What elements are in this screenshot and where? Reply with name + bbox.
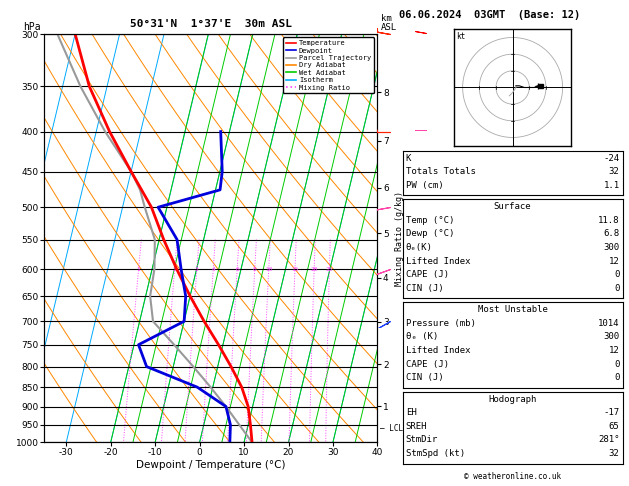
Text: 300: 300 [603, 332, 620, 342]
Text: Most Unstable: Most Unstable [477, 305, 548, 314]
Text: Surface: Surface [494, 202, 532, 211]
Text: θₑ(K): θₑ(K) [406, 243, 433, 252]
Text: 300: 300 [603, 243, 620, 252]
Text: 10: 10 [265, 266, 272, 272]
Text: — LCL: — LCL [380, 424, 403, 433]
Text: Temp (°C): Temp (°C) [406, 216, 454, 225]
Text: Totals Totals: Totals Totals [406, 167, 476, 176]
Text: 0: 0 [614, 270, 620, 279]
Text: 0: 0 [614, 373, 620, 382]
Text: 4: 4 [211, 266, 215, 272]
Text: 12: 12 [609, 257, 620, 266]
Text: SREH: SREH [406, 422, 427, 431]
Text: Dewp (°C): Dewp (°C) [406, 229, 454, 239]
Text: © weatheronline.co.uk: © weatheronline.co.uk [464, 472, 561, 481]
Text: Lifted Index: Lifted Index [406, 257, 470, 266]
Text: 3: 3 [195, 266, 199, 272]
Text: 0: 0 [614, 284, 620, 293]
Text: CIN (J): CIN (J) [406, 373, 443, 382]
Text: CAPE (J): CAPE (J) [406, 270, 448, 279]
Text: -17: -17 [603, 408, 620, 417]
Text: 65: 65 [609, 422, 620, 431]
Text: 11.8: 11.8 [598, 216, 620, 225]
Text: Hodograph: Hodograph [489, 395, 537, 404]
Text: 32: 32 [609, 167, 620, 176]
Text: θₑ (K): θₑ (K) [406, 332, 438, 342]
Text: 25: 25 [326, 266, 333, 272]
Text: 15: 15 [291, 266, 299, 272]
Text: CIN (J): CIN (J) [406, 284, 443, 293]
Legend: Temperature, Dewpoint, Parcel Trajectory, Dry Adiabat, Wet Adiabat, Isotherm, Mi: Temperature, Dewpoint, Parcel Trajectory… [283, 37, 374, 93]
Text: 1.1: 1.1 [603, 181, 620, 190]
Text: 1014: 1014 [598, 319, 620, 328]
Text: 50°31'N  1°37'E  30m ASL: 50°31'N 1°37'E 30m ASL [130, 19, 292, 29]
Text: CAPE (J): CAPE (J) [406, 360, 448, 369]
Text: PW (cm): PW (cm) [406, 181, 443, 190]
Text: km
ASL: km ASL [381, 14, 397, 32]
Text: 6.8: 6.8 [603, 229, 620, 239]
Text: 32: 32 [609, 449, 620, 458]
Text: EH: EH [406, 408, 416, 417]
Text: 6: 6 [235, 266, 239, 272]
Text: 1: 1 [136, 266, 140, 272]
Text: StmDir: StmDir [406, 435, 438, 445]
X-axis label: Dewpoint / Temperature (°C): Dewpoint / Temperature (°C) [136, 460, 286, 469]
Text: K: K [406, 154, 411, 163]
Text: 2: 2 [173, 266, 177, 272]
Text: 20: 20 [311, 266, 318, 272]
Text: Mixing Ratio (g/kg): Mixing Ratio (g/kg) [395, 191, 404, 286]
Text: 0: 0 [614, 360, 620, 369]
Text: 06.06.2024  03GMT  (Base: 12): 06.06.2024 03GMT (Base: 12) [399, 10, 581, 20]
Text: hPa: hPa [23, 21, 41, 32]
Text: 12: 12 [609, 346, 620, 355]
Text: Lifted Index: Lifted Index [406, 346, 470, 355]
Text: 281°: 281° [598, 435, 620, 445]
Text: 8: 8 [253, 266, 257, 272]
Text: Pressure (mb): Pressure (mb) [406, 319, 476, 328]
Text: kt: kt [456, 33, 465, 41]
Text: -24: -24 [603, 154, 620, 163]
Text: StmSpd (kt): StmSpd (kt) [406, 449, 465, 458]
